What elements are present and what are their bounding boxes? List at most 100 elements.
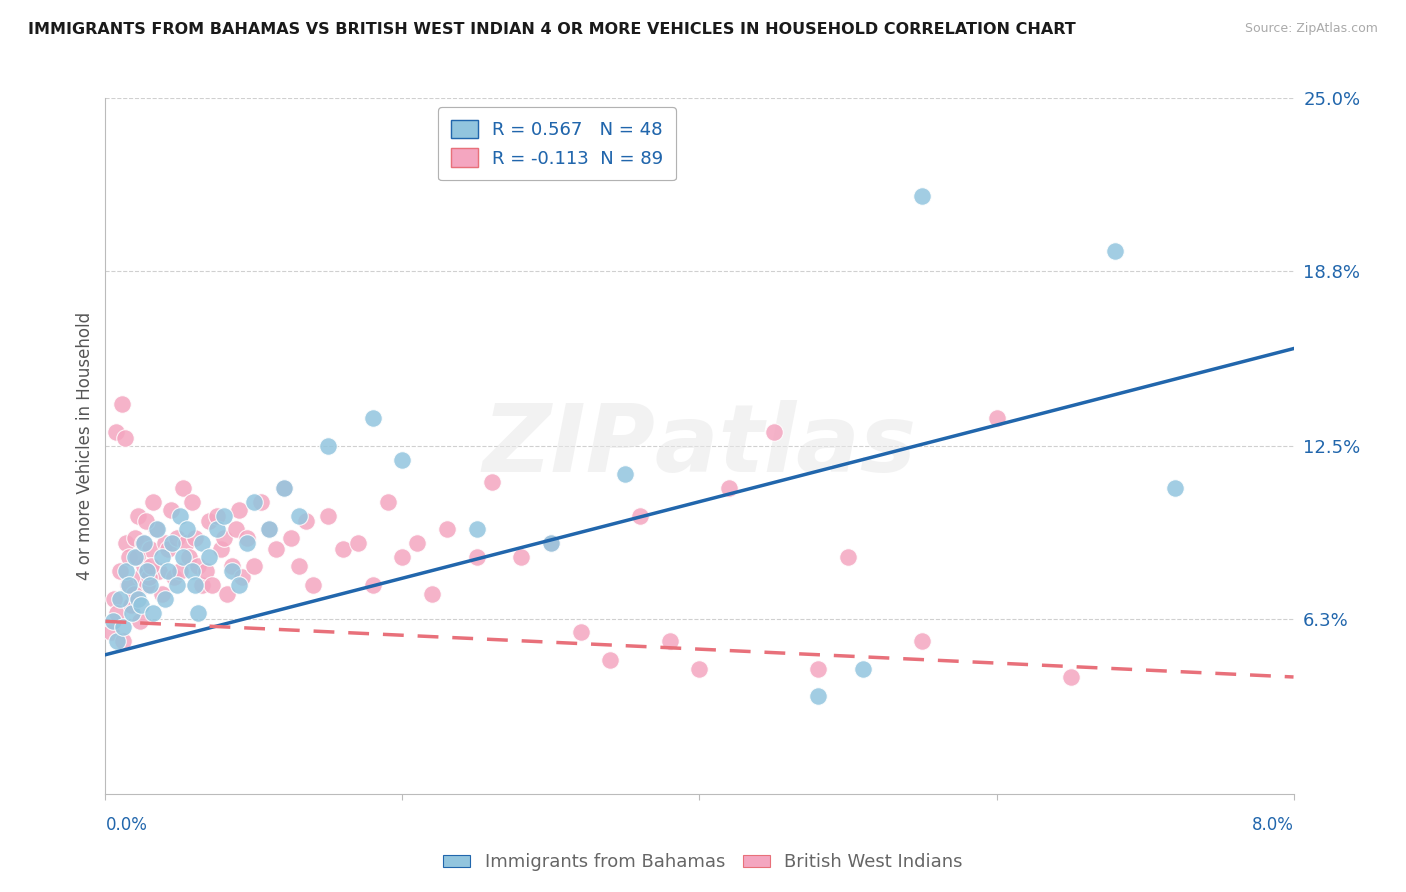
Point: [221, 558, 243, 573]
Point: [510, 550, 533, 565]
Point: [139, 578, 162, 592]
Point: [217, 586, 239, 600]
Point: [347, 536, 370, 550]
Point: [718, 481, 741, 495]
Point: [186, 558, 208, 573]
Point: [110, 564, 132, 578]
Point: [986, 411, 1008, 425]
Point: [117, 578, 139, 592]
Point: [104, 425, 127, 439]
Point: [228, 503, 250, 517]
Point: [436, 523, 458, 537]
Point: [1164, 481, 1187, 495]
Point: [169, 508, 191, 523]
Point: [837, 550, 859, 565]
Point: [163, 570, 186, 584]
Point: [120, 598, 142, 612]
Point: [295, 514, 318, 528]
Point: [110, 592, 132, 607]
Point: [257, 523, 280, 537]
Point: [273, 481, 295, 495]
Point: [205, 523, 228, 537]
Point: [135, 514, 157, 528]
Point: [150, 586, 173, 600]
Point: [127, 592, 149, 607]
Point: [127, 508, 149, 523]
Point: [214, 531, 236, 545]
Point: [198, 514, 221, 528]
Point: [209, 541, 232, 556]
Point: [129, 598, 152, 612]
Point: [172, 481, 194, 495]
Point: [111, 397, 134, 411]
Point: [911, 188, 934, 202]
Point: [114, 431, 136, 445]
Point: [273, 481, 295, 495]
Point: [569, 625, 592, 640]
Point: [159, 503, 181, 517]
Point: [148, 564, 170, 578]
Point: [150, 550, 173, 565]
Point: [177, 550, 200, 565]
Point: [807, 662, 830, 676]
Point: [105, 606, 128, 620]
Point: [101, 615, 124, 629]
Point: [176, 523, 198, 537]
Point: [174, 536, 197, 550]
Text: 8.0%: 8.0%: [1251, 816, 1294, 834]
Point: [235, 536, 257, 550]
Point: [129, 570, 152, 584]
Point: [118, 578, 141, 592]
Point: [142, 606, 165, 620]
Point: [145, 523, 167, 537]
Point: [103, 592, 125, 607]
Point: [406, 536, 429, 550]
Point: [231, 570, 253, 584]
Point: [257, 523, 280, 537]
Point: [228, 578, 250, 592]
Point: [599, 653, 621, 667]
Point: [658, 633, 681, 648]
Point: [852, 662, 875, 676]
Point: [180, 564, 202, 578]
Point: [105, 633, 128, 648]
Point: [141, 558, 163, 573]
Point: [131, 536, 153, 550]
Point: [235, 531, 257, 545]
Point: [911, 633, 934, 648]
Point: [125, 550, 148, 565]
Point: [132, 536, 155, 550]
Point: [183, 531, 205, 545]
Point: [481, 475, 503, 490]
Point: [287, 508, 309, 523]
Point: [332, 541, 354, 556]
Point: [121, 598, 143, 612]
Point: [689, 662, 711, 676]
Point: [205, 508, 228, 523]
Point: [316, 508, 339, 523]
Point: [465, 523, 488, 537]
Text: 0.0%: 0.0%: [105, 816, 148, 834]
Point: [172, 550, 194, 565]
Point: [1104, 244, 1126, 259]
Point: [391, 550, 413, 565]
Point: [128, 615, 150, 629]
Point: [138, 570, 160, 584]
Point: [156, 564, 179, 578]
Point: [540, 536, 562, 550]
Point: [628, 508, 651, 523]
Point: [112, 633, 135, 648]
Point: [243, 558, 266, 573]
Point: [287, 558, 309, 573]
Point: [121, 606, 143, 620]
Point: [250, 494, 273, 508]
Point: [361, 578, 384, 592]
Point: [124, 550, 146, 565]
Point: [136, 578, 159, 592]
Point: [124, 531, 146, 545]
Point: [762, 425, 785, 439]
Point: [169, 564, 191, 578]
Point: [142, 494, 165, 508]
Point: [183, 578, 205, 592]
Text: Source: ZipAtlas.com: Source: ZipAtlas.com: [1244, 22, 1378, 36]
